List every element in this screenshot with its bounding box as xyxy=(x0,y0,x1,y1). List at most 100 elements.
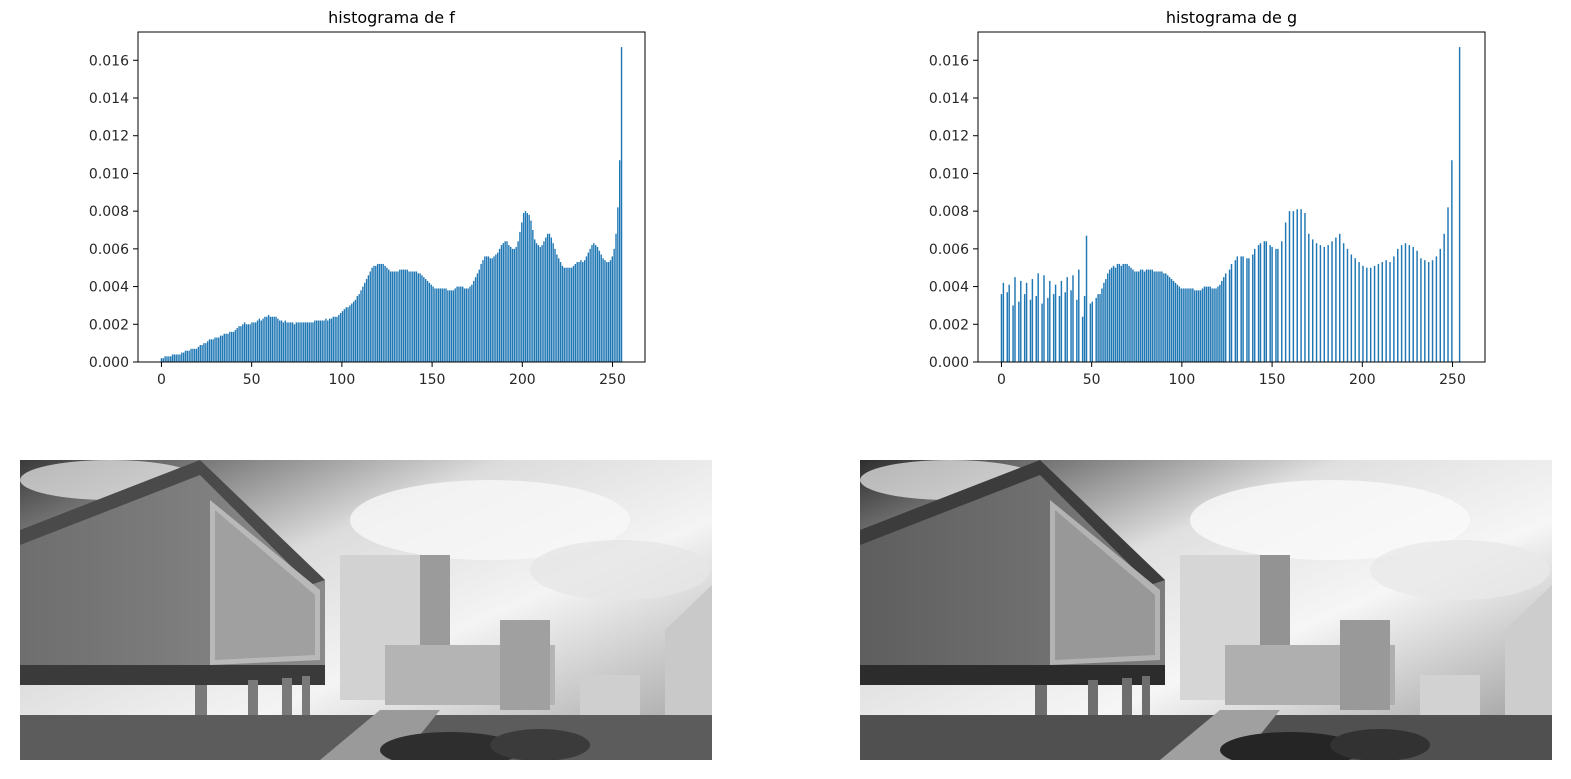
histogram-bar xyxy=(1145,269,1148,362)
histogram-bar xyxy=(291,322,294,362)
histogram-bar xyxy=(1012,305,1014,362)
histogram-bar xyxy=(548,233,551,362)
histogram-bar xyxy=(162,358,164,362)
histogram-bar xyxy=(1431,260,1434,362)
histogram-bar xyxy=(277,318,279,362)
histogram-bar xyxy=(352,301,355,362)
histogram-bar xyxy=(1153,271,1155,362)
histogram-bar xyxy=(341,311,344,362)
histogram-bar xyxy=(611,256,613,362)
histogram-bar xyxy=(367,275,370,362)
histogram-bar xyxy=(554,248,556,362)
histogram-bar xyxy=(288,322,290,362)
plot-frame xyxy=(977,31,1486,363)
histogram-bar xyxy=(424,279,427,362)
histogram-bar xyxy=(1178,286,1181,362)
histogram-bar xyxy=(1130,267,1132,362)
histogram-bar xyxy=(500,245,503,362)
histogram-bar xyxy=(389,271,392,362)
histogram-bar xyxy=(218,337,220,362)
histogram-bar xyxy=(423,277,425,362)
histogram-bar xyxy=(373,265,375,362)
histogram-bar xyxy=(606,262,608,362)
histogram-bar xyxy=(1234,260,1237,362)
histogram-bar xyxy=(578,262,580,362)
histogram-bar xyxy=(1427,262,1430,362)
histogram-bar xyxy=(1213,288,1215,362)
histogram-bar xyxy=(615,233,617,362)
histogram-bar xyxy=(552,243,554,362)
histogram-bar xyxy=(1139,269,1142,362)
histogram-bar xyxy=(229,331,231,362)
histogram-bar xyxy=(1049,280,1051,362)
histogram-bar xyxy=(275,316,277,362)
histogram-bar xyxy=(594,245,597,362)
histogram-bar xyxy=(617,207,619,362)
histogram-bar xyxy=(559,262,562,362)
x-tick-label: 100 xyxy=(329,372,356,388)
histogram-bar xyxy=(1141,269,1144,362)
histogram-bar xyxy=(1163,273,1165,362)
histogram-bar xyxy=(238,326,240,362)
histogram-bar xyxy=(1246,258,1248,362)
histogram-bar xyxy=(1085,235,1088,362)
histogram-bar xyxy=(1002,282,1005,362)
histogram-bar xyxy=(1219,284,1221,362)
histogram-bar xyxy=(497,252,499,362)
histogram-bar xyxy=(1451,160,1453,362)
histogram-bar xyxy=(1166,275,1169,362)
histogram-bar xyxy=(1188,288,1190,362)
histogram-bar xyxy=(1263,241,1266,362)
histogram-bar xyxy=(343,309,346,362)
histogram-bar xyxy=(432,286,434,362)
histogram-bar xyxy=(511,248,514,362)
histogram-f-svg: histograma de f 0 50 100 150 200 250 0.000 0.002… xyxy=(89,8,646,388)
histogram-bar xyxy=(1315,243,1318,362)
histogram-bar xyxy=(1110,267,1113,362)
histogram-bar xyxy=(308,322,310,362)
histogram-bar xyxy=(567,267,569,362)
histogram-bar xyxy=(1217,286,1219,362)
histogram-bar xyxy=(258,318,261,362)
histogram-bar xyxy=(351,303,353,362)
y-tick-label: 0.000 xyxy=(929,355,969,371)
histogram-bar xyxy=(524,211,527,362)
histogram-bar xyxy=(210,339,213,362)
histogram-bar xyxy=(539,246,541,362)
histogram-bar xyxy=(371,267,373,362)
histogram-bar xyxy=(304,322,307,362)
histogram-bar xyxy=(195,348,198,362)
histogram-bar xyxy=(330,318,333,362)
histogram-bar xyxy=(1008,284,1010,362)
histogram-bar xyxy=(234,329,237,362)
histogram-bar xyxy=(314,320,316,362)
histogram-bar xyxy=(384,265,386,362)
histogram-bar xyxy=(460,286,462,362)
y-tick-label: 0.014 xyxy=(89,91,129,107)
histogram-bar xyxy=(493,256,495,362)
histogram-chart-g: histograma de g 0 50 100 150 200 250 0.000 0.002… xyxy=(840,0,1540,400)
y-tick-label: 0.002 xyxy=(89,317,129,333)
x-tick-label: 0 xyxy=(157,372,166,388)
histogram-bar xyxy=(534,239,536,362)
histogram-bar xyxy=(412,271,414,362)
histogram-bar xyxy=(1072,275,1074,362)
histogram-bar xyxy=(332,316,334,362)
x-tick-label: 250 xyxy=(599,372,626,388)
histogram-bar xyxy=(602,258,604,362)
y-tick-label: 0.010 xyxy=(929,166,969,182)
histogram-bar xyxy=(225,333,227,362)
histogram-bar xyxy=(293,324,296,362)
histogram-bar xyxy=(203,343,205,362)
histogram-bar xyxy=(572,265,575,362)
histogram-bar xyxy=(574,263,577,362)
histogram-bar xyxy=(315,320,318,362)
histogram-bar xyxy=(1366,267,1368,362)
histogram-bar xyxy=(452,290,455,362)
histogram-bar xyxy=(391,271,394,362)
histogram-bar xyxy=(582,262,584,362)
histogram-bar xyxy=(1389,262,1391,362)
histogram-bar xyxy=(286,322,288,362)
histogram-bar xyxy=(530,220,532,362)
histogram-bar xyxy=(256,320,259,362)
